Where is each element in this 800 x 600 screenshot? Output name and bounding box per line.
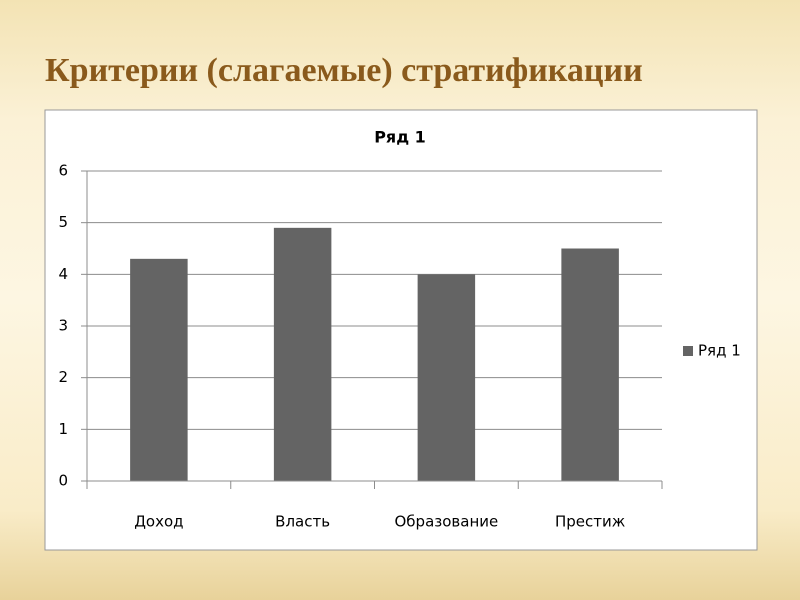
y-tick-label: 2 [58, 368, 68, 386]
y-tick-label: 4 [58, 265, 68, 283]
legend-swatch [683, 346, 693, 356]
legend-label: Ряд 1 [698, 342, 741, 360]
chart-title: Ряд 1 [374, 128, 426, 147]
y-tick-label: 5 [58, 213, 68, 231]
slide-title: Критерии (слагаемые) стратификации [45, 52, 643, 89]
bar [273, 227, 332, 481]
x-tick-label: Образование [395, 513, 499, 531]
y-tick-label: 6 [58, 162, 68, 180]
y-tick-label: 0 [58, 472, 68, 490]
y-tick-label: 3 [58, 317, 68, 335]
bar [561, 248, 619, 481]
x-tick-label: Доход [134, 513, 183, 531]
bar [130, 258, 188, 481]
bar [417, 274, 476, 481]
y-tick-label: 1 [58, 420, 68, 438]
x-tick-label: Власть [275, 513, 330, 531]
x-tick-label: Престиж [555, 513, 625, 531]
